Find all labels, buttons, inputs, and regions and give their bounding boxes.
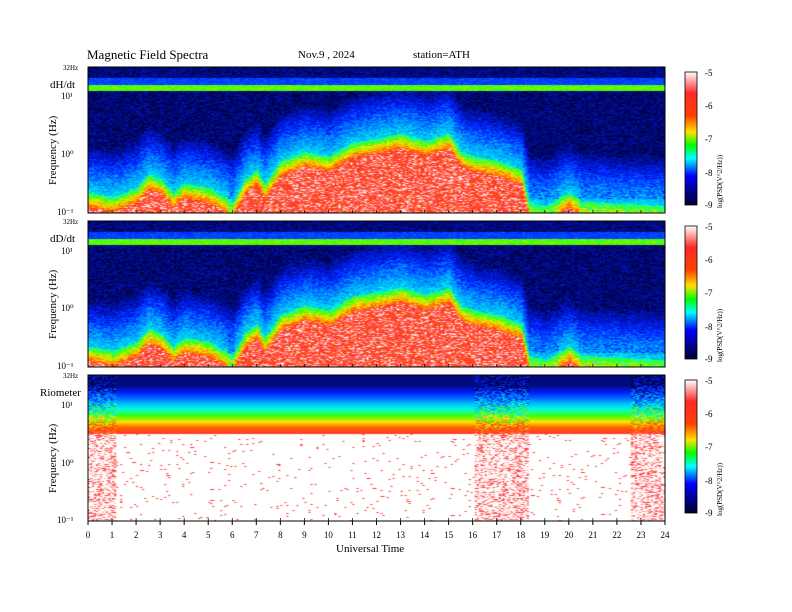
colorbar-tick: -9 xyxy=(705,354,713,364)
y-tick-label: 10⁰ xyxy=(61,149,74,159)
x-tick-label: 17 xyxy=(492,530,502,540)
x-tick-label: 2 xyxy=(134,530,139,540)
y-axis-label: Frequency (Hz) xyxy=(47,269,59,339)
colorbar-tick: -7 xyxy=(705,442,713,452)
y-tick-label: 10¹ xyxy=(61,400,73,410)
colorbar-tick: -5 xyxy=(705,68,713,78)
x-tick-label: 3 xyxy=(158,530,163,540)
colorbar-tick: -6 xyxy=(705,101,713,111)
x-tick-label: 24 xyxy=(661,530,671,540)
y-tick-label: 10⁻¹ xyxy=(57,361,74,371)
station-label: station=ATH xyxy=(413,49,470,61)
x-tick-label: 13 xyxy=(396,530,406,540)
colorbar-tick: -8 xyxy=(705,322,713,332)
x-tick-label: 7 xyxy=(254,530,259,540)
x-tick-label: 19 xyxy=(540,530,550,540)
colorbar-tick: -9 xyxy=(705,200,713,210)
panel-riometer: 32Hz Riometer 10¹ 10⁰ 10⁻¹ Frequency (Hz… xyxy=(40,372,724,525)
x-tick-label: 15 xyxy=(444,530,454,540)
top-frequency-label: 32Hz xyxy=(63,218,78,226)
chart-title: Magnetic Field Spectra xyxy=(87,47,209,62)
x-tick-label: 11 xyxy=(348,530,357,540)
y-tick-label: 10¹ xyxy=(61,91,73,101)
colorbar-tick: -9 xyxy=(705,508,713,518)
y-tick-label: 10⁻¹ xyxy=(57,207,74,217)
x-tick-label: 10 xyxy=(324,530,334,540)
y-axis-label: Frequency (Hz) xyxy=(47,115,59,185)
colorbar-tick: -6 xyxy=(705,255,713,265)
spectrogram-image xyxy=(88,67,665,213)
panel-dd-dt: 32Hz dD/dt 10¹ 10⁰ 10⁻¹ Frequency (Hz) -… xyxy=(47,218,724,371)
x-axis-label: Universal Time xyxy=(336,543,404,555)
colorbar-tick: -5 xyxy=(705,376,713,386)
panel-name: dH/dt xyxy=(50,79,75,91)
panel-name: Riometer xyxy=(40,387,81,399)
colorbar-tick: -8 xyxy=(705,168,713,178)
colorbar xyxy=(684,225,698,360)
colorbar-tick: -7 xyxy=(705,288,713,298)
x-tick-label: 5 xyxy=(206,530,211,540)
top-frequency-label: 32Hz xyxy=(63,64,78,72)
colorbar-tick: -8 xyxy=(705,476,713,486)
x-tick-label: 23 xyxy=(636,530,646,540)
x-tick-label: 12 xyxy=(372,530,381,540)
x-tick-label: 6 xyxy=(230,530,235,540)
panel-dh-dt: 32Hz dH/dt 10¹ 10⁰ 10⁻¹ Frequency (Hz) -… xyxy=(47,64,724,217)
x-tick-label: 14 xyxy=(420,530,430,540)
y-tick-label: 10⁰ xyxy=(61,303,74,313)
date-label: Nov.9 , 2024 xyxy=(298,49,355,61)
x-axis: 0 1 2 3 4 5 6 7 8 9 10 11 12 13 14 15 16 17 18 19 20 21 22 23 24 xyxy=(86,521,670,540)
x-tick-label: 8 xyxy=(278,530,283,540)
x-tick-label: 18 xyxy=(516,530,526,540)
x-tick-label: 4 xyxy=(182,530,187,540)
y-axis-label: Frequency (Hz) xyxy=(47,423,59,493)
colorbar xyxy=(684,71,698,206)
spectrogram-image xyxy=(88,375,665,521)
x-tick-label: 9 xyxy=(302,530,307,540)
x-tick-label: 1 xyxy=(110,530,115,540)
x-tick-label: 0 xyxy=(86,530,91,540)
x-tick-label: 22 xyxy=(612,530,621,540)
panel-name: dD/dt xyxy=(50,233,75,245)
spectrogram-image xyxy=(88,221,665,367)
colorbar xyxy=(684,379,698,514)
colorbar-label: log(PSD(V^2/Hz)) xyxy=(716,462,724,516)
y-tick-label: 10¹ xyxy=(61,246,73,256)
colorbar-tick: -7 xyxy=(705,134,713,144)
top-frequency-label: 32Hz xyxy=(63,372,78,380)
colorbar-tick: -5 xyxy=(705,222,713,232)
y-tick-label: 10⁰ xyxy=(61,458,74,468)
y-tick-label: 10⁻¹ xyxy=(57,515,74,525)
colorbar-label: log(PSD(V^2/Hz)) xyxy=(716,308,724,362)
colorbar-tick: -6 xyxy=(705,409,713,419)
x-tick-label: 21 xyxy=(588,530,597,540)
x-tick-label: 20 xyxy=(564,530,574,540)
colorbar-label: log(PSD(V^2/Hz)) xyxy=(716,154,724,208)
x-tick-label: 16 xyxy=(468,530,478,540)
